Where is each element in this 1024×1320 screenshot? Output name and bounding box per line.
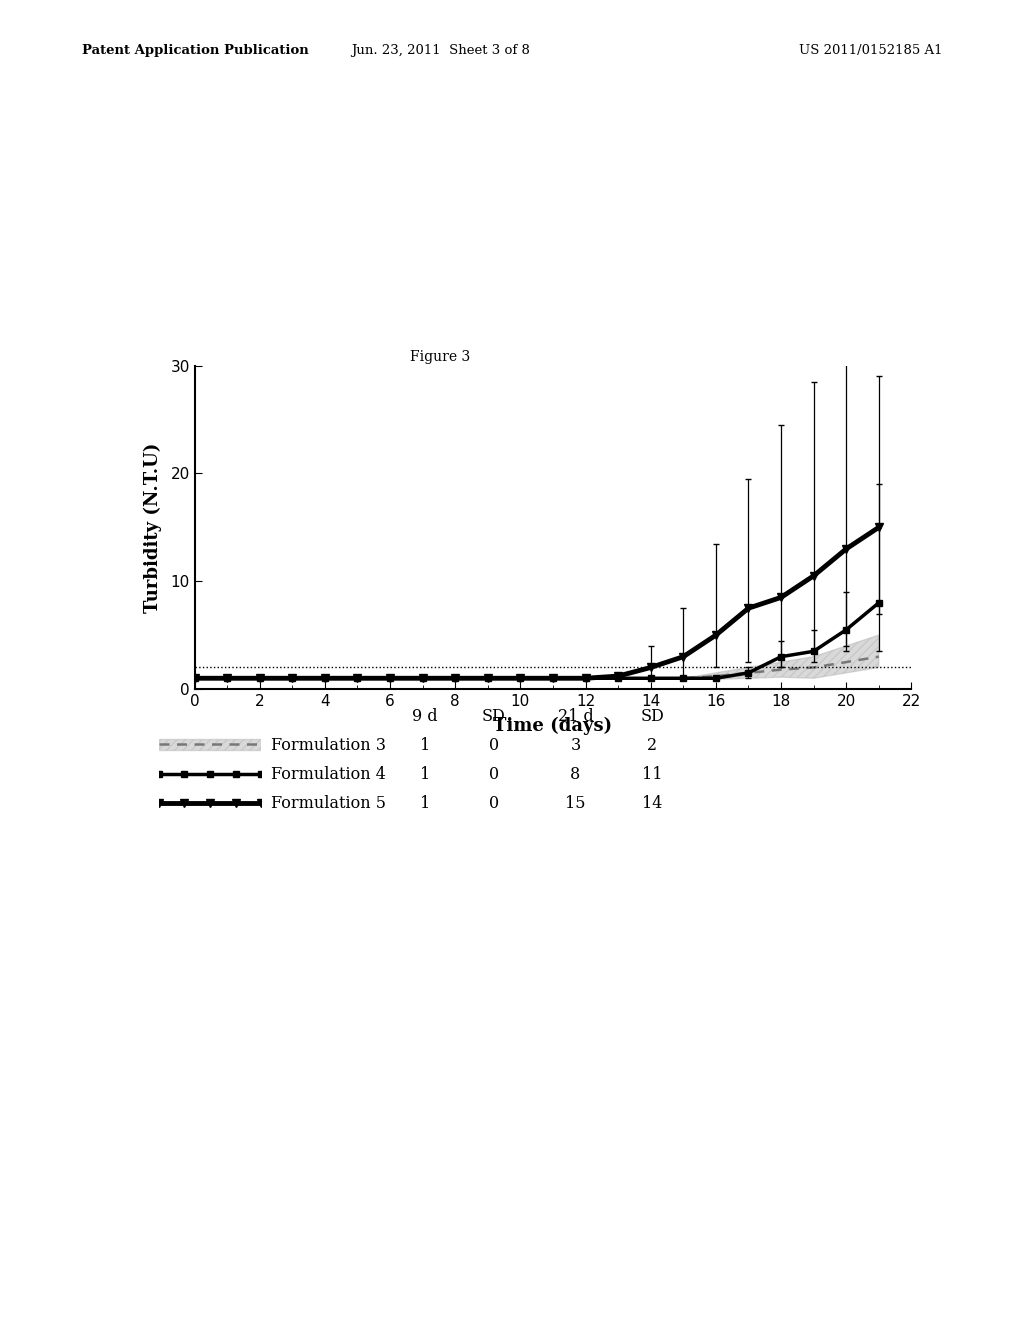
Text: 1: 1 xyxy=(420,796,430,812)
Text: SD: SD xyxy=(481,709,506,725)
Text: Figure 3: Figure 3 xyxy=(411,350,470,364)
Text: Patent Application Publication: Patent Application Publication xyxy=(82,44,308,57)
Text: US 2011/0152185 A1: US 2011/0152185 A1 xyxy=(799,44,942,57)
Y-axis label: Turbidity (N.T.U): Turbidity (N.T.U) xyxy=(143,442,162,612)
Text: 11: 11 xyxy=(642,767,663,783)
Text: 15: 15 xyxy=(565,796,586,812)
Text: Jun. 23, 2011  Sheet 3 of 8: Jun. 23, 2011 Sheet 3 of 8 xyxy=(351,44,529,57)
Text: 0: 0 xyxy=(488,796,499,812)
Text: 1: 1 xyxy=(420,767,430,783)
Text: 1: 1 xyxy=(420,738,430,754)
Text: 14: 14 xyxy=(642,796,663,812)
Text: 0: 0 xyxy=(488,767,499,783)
Text: 2: 2 xyxy=(647,738,657,754)
Text: Formulation 5: Formulation 5 xyxy=(271,796,386,812)
X-axis label: Time (days): Time (days) xyxy=(494,717,612,735)
Text: 8: 8 xyxy=(570,767,581,783)
Text: Formulation 3: Formulation 3 xyxy=(271,738,386,754)
Text: 9 d: 9 d xyxy=(412,709,438,725)
Text: 21 d: 21 d xyxy=(558,709,593,725)
Text: 3: 3 xyxy=(570,738,581,754)
Text: Formulation 4: Formulation 4 xyxy=(271,767,386,783)
Text: SD: SD xyxy=(640,709,665,725)
Text: 0: 0 xyxy=(488,738,499,754)
